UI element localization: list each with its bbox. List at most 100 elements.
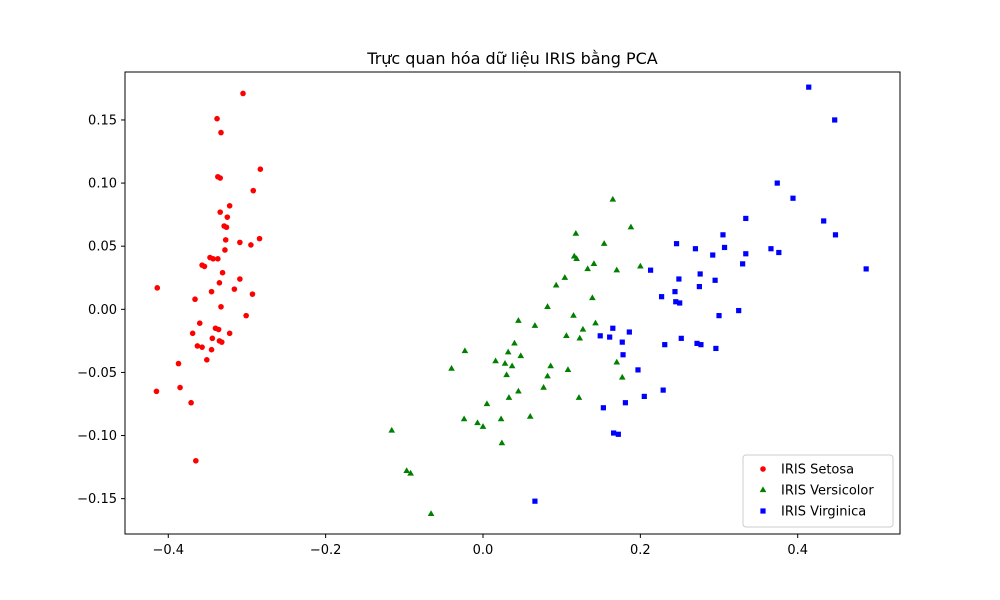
axes: −0.4 −0.2 0.0 0.2 0.4 −0.15 −0.10 −0.05 0.00 0.05… bbox=[77, 71, 901, 558]
data-point bbox=[662, 342, 668, 348]
data-point bbox=[563, 332, 570, 338]
data-point bbox=[224, 214, 231, 220]
data-point bbox=[672, 289, 678, 295]
y-tick-label: 0.10 bbox=[88, 177, 117, 192]
data-point bbox=[673, 299, 679, 305]
data-point bbox=[615, 431, 621, 437]
data-point bbox=[584, 265, 591, 272]
plot-area bbox=[153, 84, 869, 516]
data-point bbox=[515, 387, 522, 394]
data-point bbox=[540, 383, 547, 390]
legend-marker bbox=[759, 486, 767, 493]
data-point bbox=[223, 224, 230, 231]
data-point bbox=[218, 303, 224, 310]
data-point bbox=[768, 246, 774, 252]
data-point bbox=[774, 180, 780, 186]
data-point bbox=[678, 335, 684, 341]
data-point bbox=[217, 209, 224, 215]
data-point bbox=[552, 281, 560, 288]
data-point bbox=[564, 366, 572, 373]
data-point bbox=[479, 423, 487, 429]
data-point bbox=[716, 313, 722, 319]
data-point bbox=[501, 359, 509, 366]
data-point bbox=[448, 365, 455, 371]
data-point bbox=[863, 266, 869, 272]
data-point bbox=[403, 467, 410, 474]
series-1 bbox=[153, 90, 264, 464]
data-point bbox=[790, 195, 796, 201]
y-tick-label: −0.15 bbox=[77, 492, 117, 507]
data-point bbox=[504, 348, 512, 355]
data-point bbox=[609, 195, 617, 202]
legend: IRIS Setosa IRIS Versicolor IRIS Virginica bbox=[742, 454, 894, 528]
data-point bbox=[210, 256, 216, 262]
data-point bbox=[511, 339, 518, 346]
data-point bbox=[720, 232, 726, 238]
data-point bbox=[697, 271, 703, 277]
data-point bbox=[676, 276, 682, 282]
x-tick-label: −0.4 bbox=[152, 543, 184, 558]
data-point bbox=[721, 244, 728, 251]
legend-marker bbox=[760, 466, 766, 472]
data-point bbox=[505, 394, 513, 400]
data-point bbox=[407, 469, 414, 476]
legend-label: IRIS Versicolor bbox=[781, 484, 874, 499]
data-point bbox=[592, 319, 599, 326]
data-point bbox=[573, 255, 580, 261]
data-point bbox=[740, 261, 746, 267]
data-point bbox=[208, 288, 215, 295]
data-point bbox=[590, 260, 598, 267]
data-point bbox=[694, 340, 700, 346]
data-point bbox=[189, 330, 196, 337]
x-tick-label: 0.0 bbox=[473, 543, 494, 558]
data-point bbox=[257, 166, 264, 172]
data-point bbox=[776, 249, 782, 256]
y-tick-label: −0.10 bbox=[77, 429, 117, 444]
data-point bbox=[589, 294, 596, 301]
data-point bbox=[613, 358, 621, 365]
data-point bbox=[201, 263, 208, 270]
data-point bbox=[712, 277, 718, 283]
data-point bbox=[743, 251, 749, 257]
data-point bbox=[508, 362, 516, 369]
data-point bbox=[199, 344, 205, 350]
data-point bbox=[215, 326, 222, 333]
data-point bbox=[175, 360, 182, 367]
data-point bbox=[515, 317, 522, 323]
x-tick-label: −0.2 bbox=[310, 543, 342, 558]
data-point bbox=[388, 426, 396, 433]
data-point bbox=[218, 339, 225, 345]
data-point bbox=[222, 247, 228, 253]
data-point bbox=[576, 334, 584, 341]
x-tick-label: 0.2 bbox=[630, 543, 651, 558]
data-point bbox=[736, 307, 742, 314]
data-point bbox=[204, 357, 210, 363]
data-point bbox=[240, 90, 246, 97]
data-point bbox=[547, 362, 554, 369]
data-point bbox=[192, 296, 198, 303]
data-point bbox=[544, 303, 551, 309]
data-point bbox=[193, 457, 199, 464]
data-point bbox=[600, 405, 606, 411]
data-point bbox=[607, 334, 613, 340]
data-point bbox=[626, 329, 632, 335]
data-point bbox=[610, 325, 616, 331]
data-point bbox=[561, 274, 569, 280]
data-point bbox=[579, 325, 587, 332]
series-2 bbox=[388, 195, 644, 516]
data-point bbox=[237, 276, 243, 282]
data-point bbox=[243, 312, 249, 319]
legend-label: IRIS Setosa bbox=[781, 463, 854, 478]
data-point bbox=[222, 237, 229, 243]
data-point bbox=[673, 241, 680, 247]
data-point bbox=[613, 266, 621, 273]
data-point bbox=[492, 357, 499, 364]
data-point bbox=[474, 419, 481, 426]
data-point bbox=[483, 400, 491, 407]
data-point bbox=[677, 300, 683, 306]
data-point bbox=[698, 342, 704, 348]
data-point bbox=[600, 240, 608, 246]
chart-title: Trực quan hóa dữ liệu IRIS bằng PCA bbox=[366, 49, 657, 68]
data-point bbox=[531, 322, 539, 328]
